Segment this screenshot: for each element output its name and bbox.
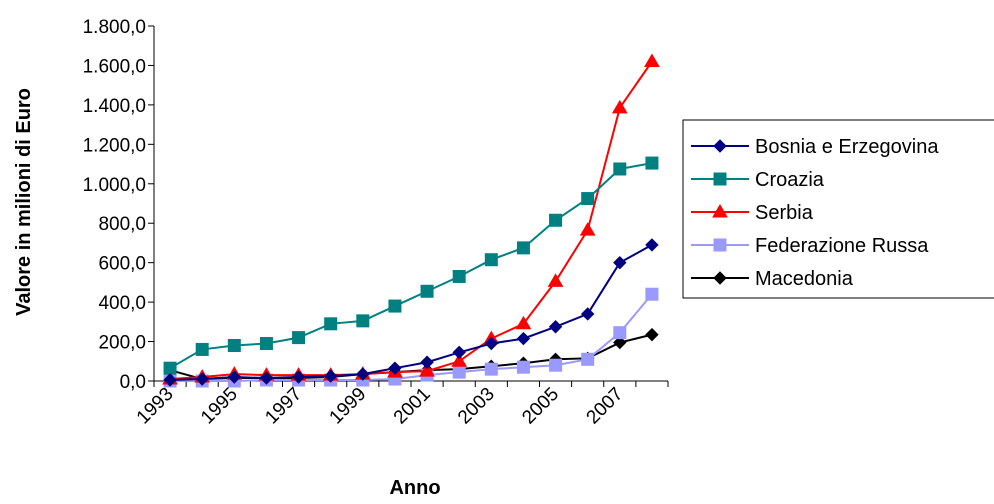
data-point (549, 358, 563, 372)
data-point (611, 99, 628, 114)
data-point (452, 269, 466, 283)
data-point (613, 162, 627, 176)
x-tick-label: 1997 (261, 384, 306, 429)
legend-item-croazia: Croazia (691, 169, 825, 191)
data-point (451, 353, 468, 367)
series-line (170, 244, 653, 382)
y-tick-label: 400,0 (98, 293, 146, 314)
data-point (581, 352, 595, 366)
data-point (163, 373, 177, 387)
data-point (516, 360, 530, 374)
data-point (516, 241, 530, 255)
data-point (452, 345, 466, 360)
y-tick-label: 1.600,0 (83, 56, 146, 77)
series-line (169, 162, 653, 370)
data-point (549, 213, 563, 227)
y-tick-label: 200,0 (98, 333, 146, 354)
data-point (227, 370, 242, 384)
data-point (645, 327, 659, 342)
data-point (645, 238, 659, 252)
data-point (356, 314, 370, 328)
data-point (259, 337, 273, 351)
data-point (323, 369, 338, 383)
data-point (195, 372, 209, 386)
y-axis-title: Valore in milioni di Euro (13, 88, 35, 316)
legend-label: Croazia (755, 169, 825, 191)
data-point (613, 335, 627, 350)
data-point (420, 284, 434, 298)
data-point (516, 331, 531, 346)
series-croazia (163, 156, 659, 375)
data-point (579, 222, 596, 236)
data-point (388, 361, 402, 375)
data-point (613, 326, 627, 340)
legend-label: Federazione Russa (755, 235, 929, 257)
legend-label: Serbia (755, 202, 814, 224)
y-tick-label: 600,0 (98, 254, 146, 275)
x-tick-label: 2003 (454, 384, 499, 429)
legend-box (682, 119, 994, 299)
y-tick-label: 1.400,0 (83, 96, 146, 117)
y-tick-label: 800,0 (98, 214, 146, 235)
x-tick-label: 1995 (197, 384, 242, 429)
data-point (259, 371, 274, 385)
data-point (515, 315, 532, 330)
data-point (548, 320, 563, 334)
data-point (388, 299, 402, 313)
legend-label: Macedonia (755, 268, 854, 290)
data-point (645, 287, 659, 301)
x-tick-label: 1999 (326, 384, 371, 429)
series-line (170, 293, 653, 382)
series-line (170, 60, 653, 381)
data-point (163, 361, 177, 375)
series-bosnia-e-erzegovina (163, 238, 659, 387)
y-tick-label: 0,0 (120, 372, 146, 393)
data-point (713, 271, 727, 285)
legend-item-macedonia: Macedonia (691, 268, 854, 290)
legend-item-serbia: Serbia (691, 202, 814, 224)
data-point (713, 238, 727, 252)
y-tick-label: 1.800,0 (83, 17, 146, 38)
data-point (645, 156, 659, 170)
data-point (420, 355, 434, 369)
plot-area: 0,0 200,0 400,0 600,0 800,0 1.000,0 1.200,0 1.4… (83, 17, 669, 429)
x-tick-label: 2001 (390, 384, 435, 429)
data-point (227, 339, 241, 352)
data-point (195, 342, 209, 356)
data-point (712, 204, 728, 218)
data-point (292, 331, 306, 345)
data-point (419, 363, 435, 377)
legend-item-bosnia-e-erzegovina: Bosnia e Erzegovina (691, 136, 939, 158)
data-point (291, 370, 306, 384)
legend-item-federazione-russa: Federazione Russa (691, 235, 929, 257)
x-tick-label: 2007 (583, 384, 628, 429)
data-point (713, 172, 727, 186)
y-tick-label: 1.200,0 (83, 135, 146, 156)
x-axis-title: Anno (389, 477, 440, 499)
legend: Bosnia e Erzegovina Croazia Serbia Federazi… (682, 119, 994, 299)
data-point (452, 365, 466, 379)
y-tick-label: 1.000,0 (83, 175, 146, 196)
data-point (547, 273, 564, 287)
series-serbia (162, 53, 660, 385)
data-point (613, 255, 627, 270)
data-point (484, 336, 499, 351)
data-point (484, 253, 498, 267)
data-point (713, 139, 727, 153)
data-point (581, 192, 595, 206)
data-point (580, 307, 595, 321)
legend-label: Bosnia e Erzegovina (755, 136, 939, 158)
data-point (324, 317, 338, 331)
x-tick-label: 2005 (518, 384, 563, 429)
data-point (644, 53, 660, 67)
data-point (484, 362, 498, 376)
data-point (356, 367, 370, 381)
